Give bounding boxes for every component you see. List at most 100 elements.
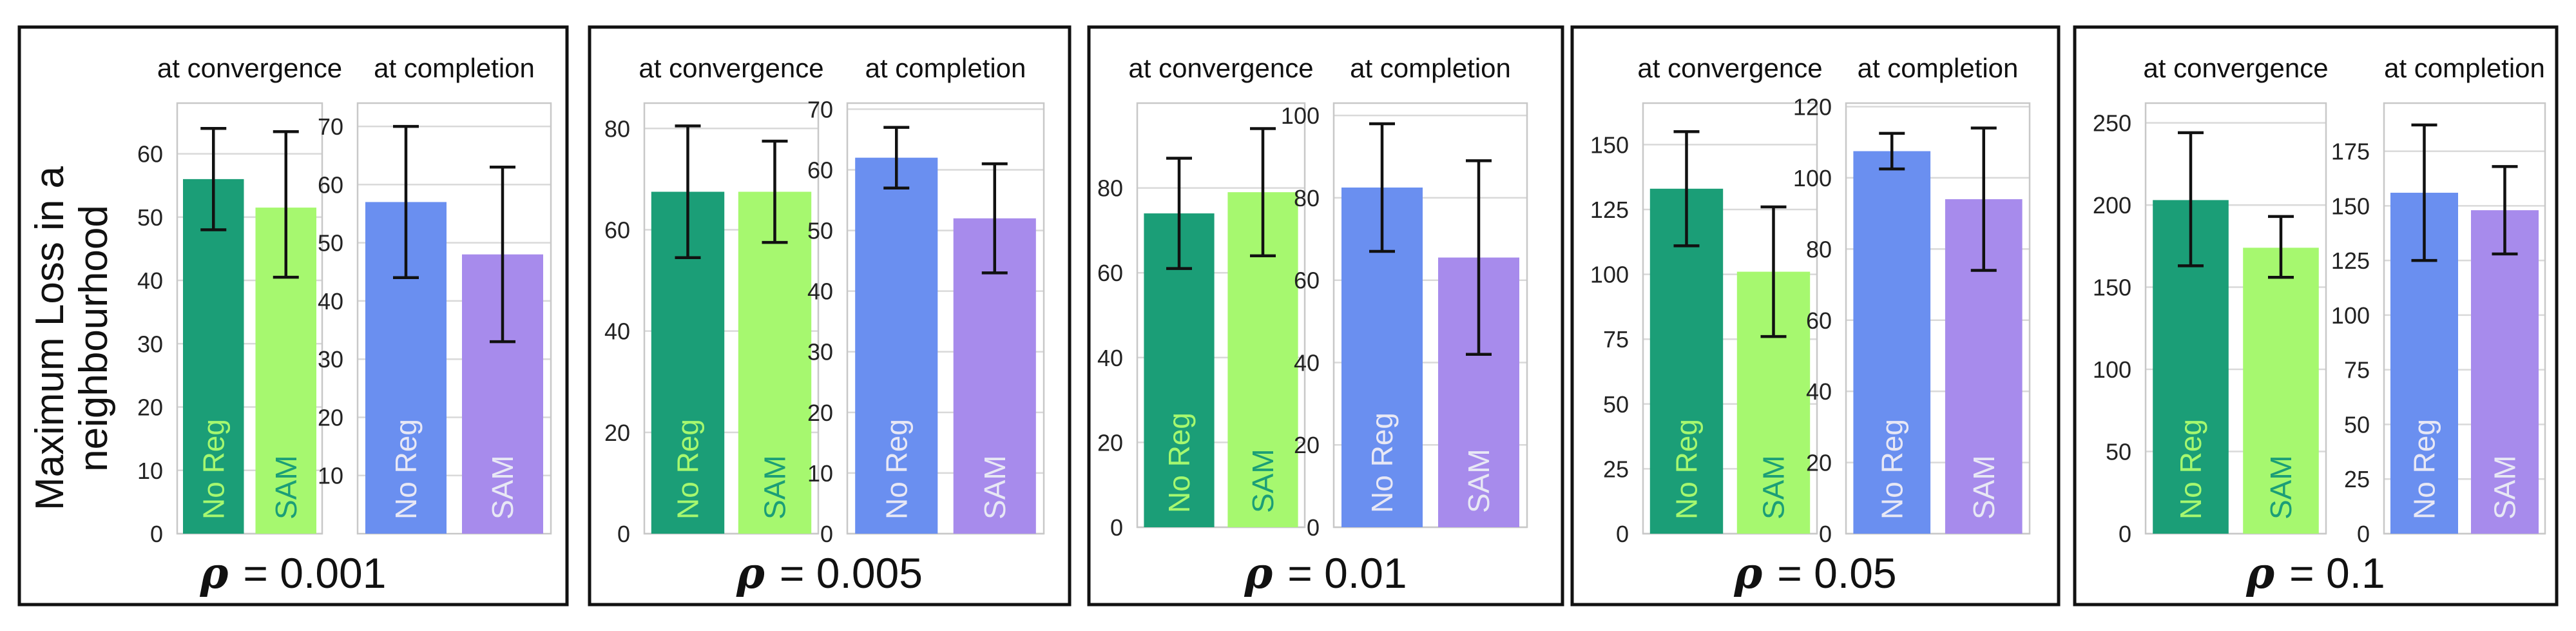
panel-frame — [1087, 25, 1564, 607]
subplot-title: at convergence — [639, 53, 823, 83]
y-tick-label: 0 — [820, 521, 833, 547]
bar-label: No Reg — [671, 419, 705, 519]
y-tick-label: 80 — [1294, 185, 1320, 211]
y-tick-label: 20 — [137, 394, 163, 421]
y-tick-label: 0 — [1819, 521, 1832, 547]
bar-label: SAM — [1462, 449, 1495, 513]
rho-value: = 0.001 — [243, 549, 386, 597]
axes-frame — [2144, 102, 2327, 535]
y-tick-label: 40 — [1097, 345, 1123, 371]
axes-frame — [643, 102, 820, 535]
y-tick-label: 25 — [2344, 466, 2370, 492]
y-tick-label: 60 — [604, 217, 630, 243]
y-tick-label: 60 — [1097, 260, 1123, 286]
bar-label: No Reg — [2174, 419, 2207, 519]
panel-0: 0 10 20 30 40 50 60 at convergence No Reg SAM 10 20… — [17, 25, 569, 607]
bar-label: SAM — [1246, 449, 1280, 513]
y-tick-label: 60 — [137, 141, 163, 168]
y-tick-label: 40 — [137, 267, 163, 294]
rho-value: = 0.01 — [1287, 549, 1407, 597]
bar-label: SAM — [486, 455, 519, 519]
y-tick-label: 80 — [1097, 175, 1123, 202]
y-tick-label: 10 — [807, 460, 833, 487]
panel-frame — [588, 25, 1072, 607]
y-axis-label-line-2: neighbourhood — [72, 205, 116, 472]
y-tick-label: 0 — [1110, 514, 1123, 541]
axes-frame — [1136, 102, 1306, 529]
rho-label: ρ = 0.01 — [1244, 548, 1407, 598]
panel-frame — [2073, 25, 2559, 607]
y-tick-label: 150 — [2331, 193, 2370, 219]
y-tick-label: 80 — [604, 115, 630, 142]
bar-sam — [738, 191, 812, 534]
subplot-title: at convergence — [2143, 53, 2328, 83]
y-axis-label-line-1: Maximum Loss in a — [28, 166, 72, 510]
y-tick-label: 60 — [807, 157, 833, 183]
y-tick-label: 0 — [1616, 521, 1629, 547]
y-tick-label: 50 — [137, 204, 163, 231]
y-tick-label: 40 — [1806, 378, 1832, 405]
subplot-title: at completion — [1858, 53, 2019, 83]
bar-sam — [2471, 210, 2539, 534]
y-tick-label: 25 — [1603, 456, 1629, 482]
bar-label: No Reg — [1670, 419, 1704, 519]
subplot-title: at convergence — [1128, 53, 1313, 83]
y-tick-label: 50 — [807, 218, 833, 244]
axes-frame — [846, 102, 1045, 535]
rho-label: ρ = 0.05 — [1733, 548, 1896, 598]
bar-label: SAM — [1967, 455, 2001, 519]
rho-symbol: ρ — [736, 548, 780, 598]
rho-symbol: ρ — [2245, 548, 2289, 598]
y-tick-label: 100 — [1793, 165, 1832, 191]
bar-label: SAM — [1757, 455, 1791, 519]
bar-label: SAM — [269, 455, 303, 519]
axes-frame — [2383, 102, 2546, 535]
bar-label: SAM — [978, 455, 1012, 519]
panel-2: 0 20 40 60 80 at convergence No Reg SAM 0 20 40 60 8… — [1087, 25, 1564, 607]
y-tick-label: 40 — [604, 318, 630, 345]
y-tick-label: 100 — [2331, 302, 2370, 329]
rho-symbol: ρ — [200, 548, 244, 598]
y-tick-label: 70 — [318, 113, 343, 140]
y-tick-label: 150 — [2093, 275, 2131, 301]
y-tick-label: 0 — [2357, 521, 2370, 547]
rho-symbol: ρ — [1244, 548, 1287, 598]
y-tick-label: 0 — [150, 521, 163, 547]
y-tick-label: 50 — [318, 230, 343, 257]
panel-frame — [1570, 25, 2061, 607]
bar-no-reg — [1853, 151, 1931, 534]
y-tick-label: 150 — [1590, 131, 1629, 158]
bar-label: No Reg — [197, 419, 230, 519]
axes-frame — [1642, 102, 1818, 535]
rho-value: = 0.05 — [1777, 549, 1896, 597]
y-tick-label: 60 — [1806, 307, 1832, 334]
axes-frame — [176, 102, 323, 535]
y-tick-label: 60 — [318, 171, 343, 198]
y-tick-label: 100 — [1281, 102, 1320, 129]
rho-label: ρ = 0.1 — [2245, 548, 2385, 598]
bar-label: No Reg — [2408, 419, 2441, 519]
y-tick-label: 60 — [1294, 267, 1320, 294]
y-tick-label: 10 — [318, 463, 343, 489]
y-tick-label: 30 — [807, 339, 833, 365]
y-tick-label: 50 — [1603, 391, 1629, 418]
y-tick-label: 30 — [137, 331, 163, 357]
y-tick-label: 0 — [1307, 514, 1320, 541]
bar-label: No Reg — [1365, 413, 1399, 513]
subplot-convergence: 0 10 20 30 40 50 60 at convergence No Reg SAM — [137, 53, 342, 547]
bar-label: No Reg — [389, 419, 423, 519]
y-tick-label: 75 — [2344, 357, 2370, 383]
rho-value: = 0.005 — [780, 549, 923, 597]
y-tick-label: 125 — [1590, 197, 1629, 223]
bar-sam — [2243, 248, 2319, 534]
y-tick-label: 40 — [807, 278, 833, 305]
subplot-title: at completion — [374, 53, 535, 83]
y-tick-label: 20 — [604, 420, 630, 446]
y-tick-label: 30 — [318, 346, 343, 373]
y-tick-label: 0 — [617, 521, 630, 547]
panel-1: 0 20 40 60 80 at convergence No Reg SAM 0 10 20 30 4… — [588, 25, 1072, 607]
y-tick-label: 120 — [1793, 94, 1832, 121]
rho-label: ρ = 0.005 — [736, 548, 923, 598]
